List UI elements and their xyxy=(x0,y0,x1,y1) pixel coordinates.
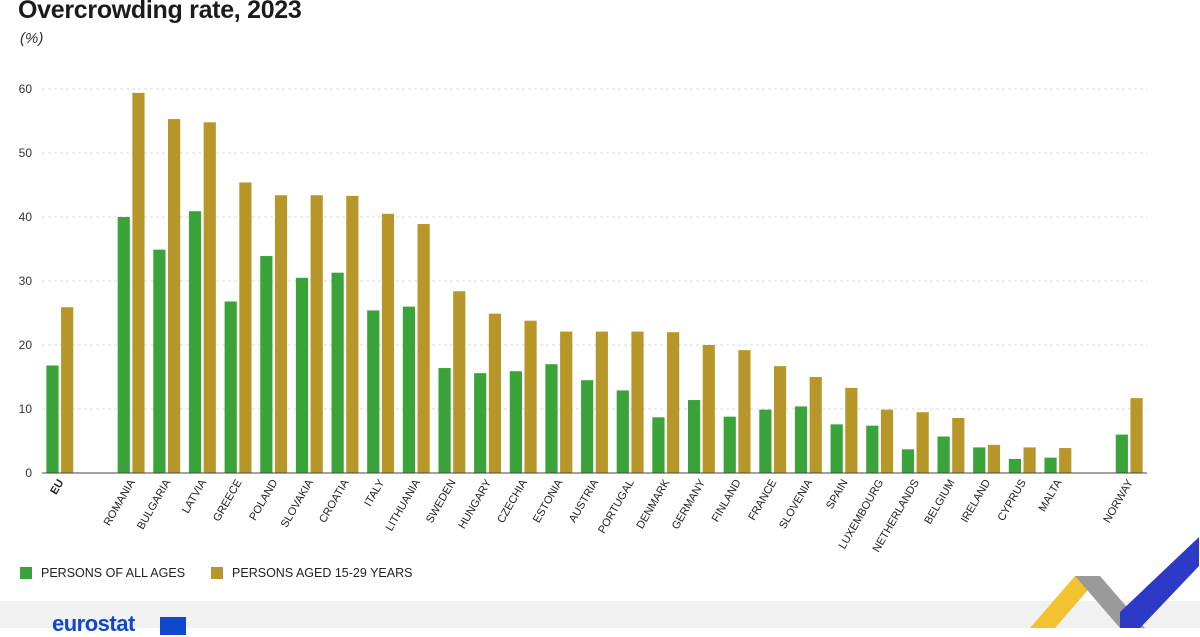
bar-cyprus-15-29 xyxy=(1023,447,1036,473)
chart-unit: (%) xyxy=(20,30,44,47)
bar-belgium-15-29 xyxy=(952,417,965,473)
ribbon-blue-shape xyxy=(1120,537,1199,628)
bar-spain-15-29 xyxy=(845,387,858,473)
bar-austria-15-29 xyxy=(595,331,608,473)
bar-italy-15-29 xyxy=(381,213,395,474)
y-tick-label: 20 xyxy=(19,338,33,352)
bar-belgium-all-ages xyxy=(937,436,950,473)
bar-france-15-29 xyxy=(773,366,787,473)
bar-bulgaria-all-ages xyxy=(153,249,166,473)
ribbon-yellow-shape xyxy=(1030,576,1100,628)
bar-cyprus-all-ages xyxy=(1008,458,1021,473)
bar-hungary-15-29 xyxy=(488,313,502,473)
legend-swatch-15-29 xyxy=(211,567,224,579)
footer-band xyxy=(0,601,1200,628)
bar-italy-all-ages xyxy=(367,310,380,473)
y-tick-label: 60 xyxy=(19,82,33,96)
legend-swatch-all-ages xyxy=(20,567,32,579)
bar-slovenia-all-ages xyxy=(794,406,808,473)
bar-romania-15-29 xyxy=(132,92,145,473)
bar-bulgaria-15-29 xyxy=(168,119,181,473)
bar-malta-all-ages xyxy=(1044,457,1057,473)
bar-malta-15-29 xyxy=(1059,448,1072,473)
bar-eu-all-ages xyxy=(46,365,59,473)
bar-luxembourg-all-ages xyxy=(866,425,879,473)
bar-czechia-all-ages xyxy=(509,371,522,473)
bar-spain-all-ages xyxy=(830,424,843,473)
chart-title: Overcrowding rate, 2023 xyxy=(18,0,302,24)
y-tick-label: 40 xyxy=(19,210,33,224)
bar-estonia-15-29 xyxy=(560,331,573,473)
bar-czechia-15-29 xyxy=(524,320,537,473)
bar-poland-all-ages xyxy=(260,256,273,473)
bar-slovenia-15-29 xyxy=(809,377,822,473)
y-axis-ticks: 0 10 20 30 40 50 60 xyxy=(19,82,33,480)
bar-hungary-all-ages xyxy=(474,373,487,473)
bar-portugal-15-29 xyxy=(631,331,644,473)
bar-denmark-all-ages xyxy=(652,417,665,473)
bar-greece-all-ages xyxy=(224,301,237,473)
bar-finland-15-29 xyxy=(738,350,751,473)
y-tick-label: 10 xyxy=(19,402,33,416)
bar-eu-15-29 xyxy=(61,307,74,473)
bar-germany-all-ages xyxy=(687,400,701,473)
bar-netherlands-all-ages xyxy=(901,449,915,473)
legend-item-15-29: PERSONS AGED 15-29 YEARS xyxy=(211,566,412,580)
bar-denmark-15-29 xyxy=(667,332,680,473)
bar-slovakia-all-ages xyxy=(295,277,309,473)
bar-portugal-all-ages xyxy=(616,390,629,473)
bar-lithuania-all-ages xyxy=(402,306,416,473)
y-tick-label: 0 xyxy=(25,466,32,480)
bar-france-all-ages xyxy=(759,409,772,473)
legend-label-all-ages: PERSONS OF ALL AGES xyxy=(41,566,186,580)
bars xyxy=(46,92,1143,474)
bar-sweden-all-ages xyxy=(438,368,451,473)
bar-luxembourg-15-29 xyxy=(880,409,894,473)
bar-latvia-all-ages xyxy=(188,211,202,474)
legend-item-all-ages: PERSONS OF ALL AGES xyxy=(20,566,185,580)
bar-croatia-all-ages xyxy=(331,272,344,473)
bar-poland-15-29 xyxy=(274,195,288,474)
bar-sweden-15-29 xyxy=(453,291,466,473)
bar-croatia-15-29 xyxy=(346,195,359,473)
bar-ireland-15-29 xyxy=(987,444,1001,473)
legend-label-15-29: PERSONS AGED 15-29 YEARS xyxy=(232,566,413,580)
legend: PERSONS OF ALL AGES PERSONS AGED 15-29 Y… xyxy=(20,566,412,580)
bar-norway-all-ages xyxy=(1115,434,1128,473)
bar-finland-all-ages xyxy=(723,416,736,473)
bar-ireland-all-ages xyxy=(973,447,986,473)
bar-germany-15-29 xyxy=(702,345,715,473)
bar-norway-15-29 xyxy=(1130,398,1143,473)
bar-romania-all-ages xyxy=(117,217,130,473)
bar-greece-15-29 xyxy=(239,182,252,473)
y-tick-label: 30 xyxy=(19,274,33,288)
bar-latvia-15-29 xyxy=(203,122,216,473)
y-tick-label: 50 xyxy=(19,146,33,160)
bar-lithuania-15-29 xyxy=(417,224,430,473)
bar-netherlands-15-29 xyxy=(916,412,929,473)
bar-austria-all-ages xyxy=(581,380,594,473)
grid-lines xyxy=(42,88,1147,410)
bar-slovakia-15-29 xyxy=(310,195,323,474)
bar-estonia-all-ages xyxy=(545,364,558,473)
